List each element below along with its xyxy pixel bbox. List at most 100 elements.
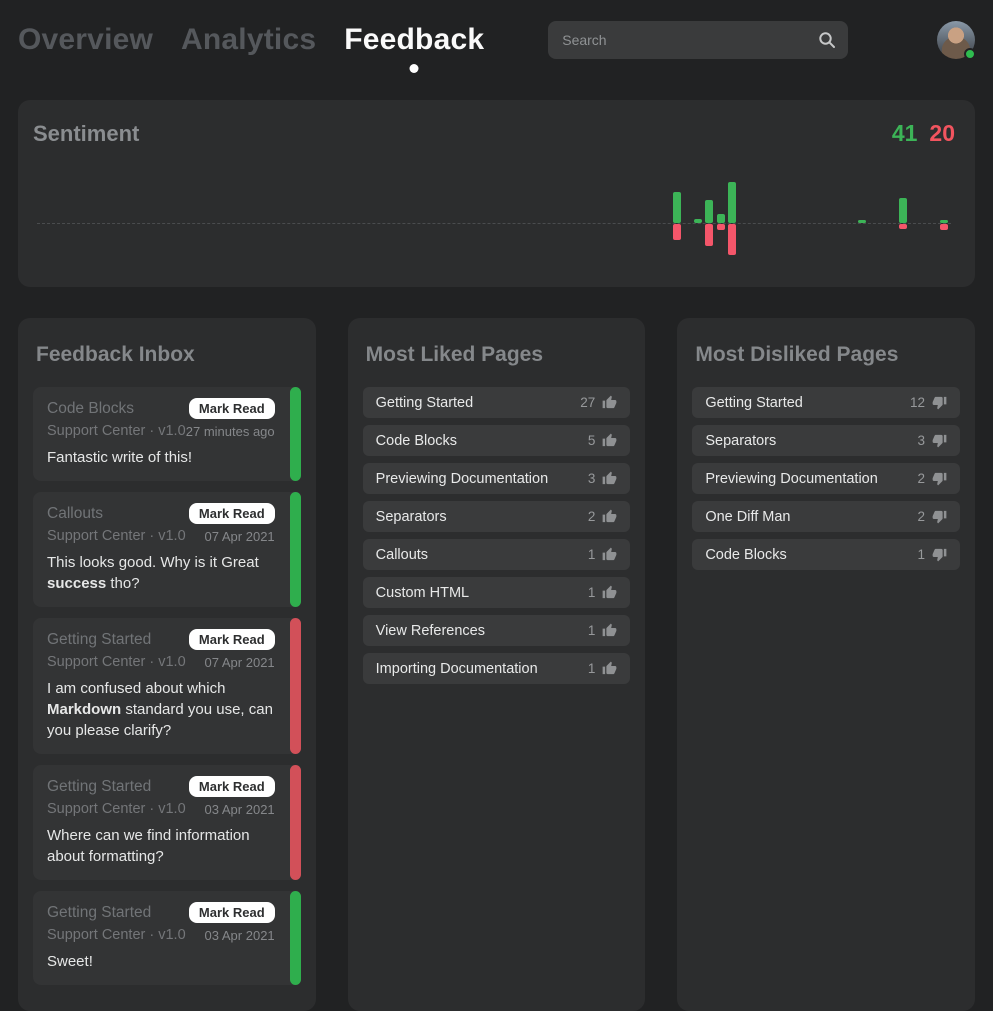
thumbs-down-icon: [932, 547, 947, 562]
thumbs-down-icon: [932, 509, 947, 524]
feedback-card[interactable]: Callouts Mark Read Support Center · v1.0…: [33, 492, 301, 607]
vote-count: 12: [909, 395, 925, 410]
thumbs-up-icon: [602, 585, 617, 600]
feedback-timestamp: 27 minutes ago: [185, 423, 275, 439]
page-name: Separators: [375, 508, 447, 525]
positive-bar: [727, 182, 736, 223]
page-row[interactable]: Separators 2: [362, 501, 631, 532]
thumbs-down-icon: [932, 395, 947, 410]
page-row[interactable]: One Diff Man 2: [692, 501, 960, 532]
page-row[interactable]: View References 1: [362, 615, 631, 646]
page-name: Importing Documentation: [375, 660, 538, 677]
feedback-page-title: Getting Started: [47, 777, 152, 795]
sentiment-stripe: [289, 618, 301, 754]
thumbs-up-icon: [602, 395, 617, 410]
vote-count: 2: [587, 509, 596, 524]
page-row[interactable]: Separators 3: [692, 425, 960, 456]
dislikes-total: 20: [929, 120, 955, 146]
vote-count: 27: [580, 395, 596, 410]
tab-feedback[interactable]: Feedback: [344, 23, 485, 56]
feedback-source: Support Center · v1.0: [47, 654, 186, 670]
feedback-inbox-panel: Feedback Inbox Code Blocks Mark Read Sup…: [18, 318, 316, 1011]
sentiment-chart: [33, 155, 955, 275]
search-icon[interactable]: [818, 31, 836, 49]
vote-count: 2: [917, 471, 925, 486]
vote-count: 1: [587, 661, 596, 676]
likes-total: 41: [891, 120, 918, 146]
thumbs-down-icon: [932, 433, 947, 448]
page-row[interactable]: Previewing Documentation 3: [362, 463, 631, 494]
inbox-list: Code Blocks Mark Read Support Center · v…: [33, 387, 301, 985]
vote-count: 1: [587, 547, 596, 562]
feedback-source: Support Center · v1.0: [47, 801, 186, 817]
inbox-title: Feedback Inbox: [36, 343, 195, 366]
disliked-list: Getting Started 12 Separators 3 Previewi…: [692, 387, 960, 570]
page-row[interactable]: Custom HTML 1: [362, 577, 631, 608]
feedback-message: I am confused about which Markdown stand…: [47, 680, 273, 739]
page-name: Code Blocks: [705, 546, 787, 563]
negative-bar: [899, 224, 908, 229]
page-name: Code Blocks: [375, 432, 458, 449]
feedback-source: Support Center · v1.0: [47, 423, 186, 439]
vote-count: 5: [587, 433, 596, 448]
feedback-page-title: Code Blocks: [47, 399, 135, 417]
feedback-page-title: Getting Started: [47, 630, 152, 648]
search-input[interactable]: [548, 21, 849, 59]
feedback-timestamp: 07 Apr 2021: [204, 528, 275, 544]
positive-bar: [716, 214, 725, 223]
feedback-page-title: Getting Started: [47, 903, 152, 921]
positive-bar: [858, 220, 867, 223]
negative-bar: [939, 224, 948, 230]
positive-bar: [899, 198, 908, 223]
sentiment-title: Sentiment: [33, 121, 140, 146]
feedback-timestamp: 03 Apr 2021: [204, 927, 275, 943]
thumbs-down-icon: [932, 471, 947, 486]
vote-count: 3: [587, 471, 596, 486]
sentiment-stripe: [289, 891, 301, 985]
vote-count: 1: [917, 547, 925, 562]
vote-count: 1: [587, 623, 596, 638]
negative-bar: [727, 224, 736, 255]
mark-read-button[interactable]: Mark Read: [188, 902, 275, 923]
feedback-source: Support Center · v1.0: [47, 528, 186, 544]
tab-overview[interactable]: Overview: [18, 23, 154, 56]
page-row[interactable]: Code Blocks 1: [692, 539, 960, 570]
user-avatar[interactable]: [937, 21, 976, 60]
page-name: View References: [375, 622, 486, 639]
feedback-card[interactable]: Getting Started Mark Read Support Center…: [33, 765, 301, 880]
page-row[interactable]: Getting Started 12: [692, 387, 960, 418]
mark-read-button[interactable]: Mark Read: [188, 776, 275, 797]
page-row[interactable]: Getting Started 27: [362, 387, 631, 418]
page-row[interactable]: Importing Documentation 1: [362, 653, 631, 684]
online-status-dot: [964, 48, 976, 60]
page-row[interactable]: Callouts 1: [362, 539, 631, 570]
page-name: Previewing Documentation: [705, 470, 878, 487]
page-row[interactable]: Previewing Documentation 2: [692, 463, 960, 494]
negative-bar: [705, 224, 714, 246]
page-row[interactable]: Code Blocks 5: [362, 425, 631, 456]
positive-bar: [705, 200, 714, 223]
feedback-timestamp: 07 Apr 2021: [204, 654, 275, 670]
tab-analytics[interactable]: Analytics: [181, 23, 317, 56]
liked-title: Most Liked Pages: [365, 343, 544, 366]
thumbs-up-icon: [602, 433, 617, 448]
negative-bar: [673, 224, 682, 240]
feedback-card[interactable]: Getting Started Mark Read Support Center…: [33, 618, 301, 754]
page-name: One Diff Man: [705, 508, 791, 525]
mark-read-button[interactable]: Mark Read: [188, 503, 275, 524]
disliked-title: Most Disliked Pages: [695, 343, 899, 366]
thumbs-up-icon: [602, 509, 617, 524]
thumbs-up-icon: [602, 623, 617, 638]
feedback-timestamp: 03 Apr 2021: [204, 801, 275, 817]
feedback-message: This looks good. Why is it Great success…: [47, 554, 259, 592]
feedback-source: Support Center · v1.0: [47, 927, 186, 943]
mark-read-button[interactable]: Mark Read: [188, 629, 275, 650]
feedback-card[interactable]: Getting Started Mark Read Support Center…: [33, 891, 301, 985]
vote-count: 2: [917, 509, 925, 524]
mark-read-button[interactable]: Mark Read: [188, 398, 275, 419]
top-bar: Overview Analytics Feedback: [18, 0, 976, 72]
sentiment-stripe: [289, 387, 301, 481]
vote-count: 3: [917, 433, 925, 448]
feedback-card[interactable]: Code Blocks Mark Read Support Center · v…: [33, 387, 301, 481]
positive-bar: [939, 220, 948, 223]
